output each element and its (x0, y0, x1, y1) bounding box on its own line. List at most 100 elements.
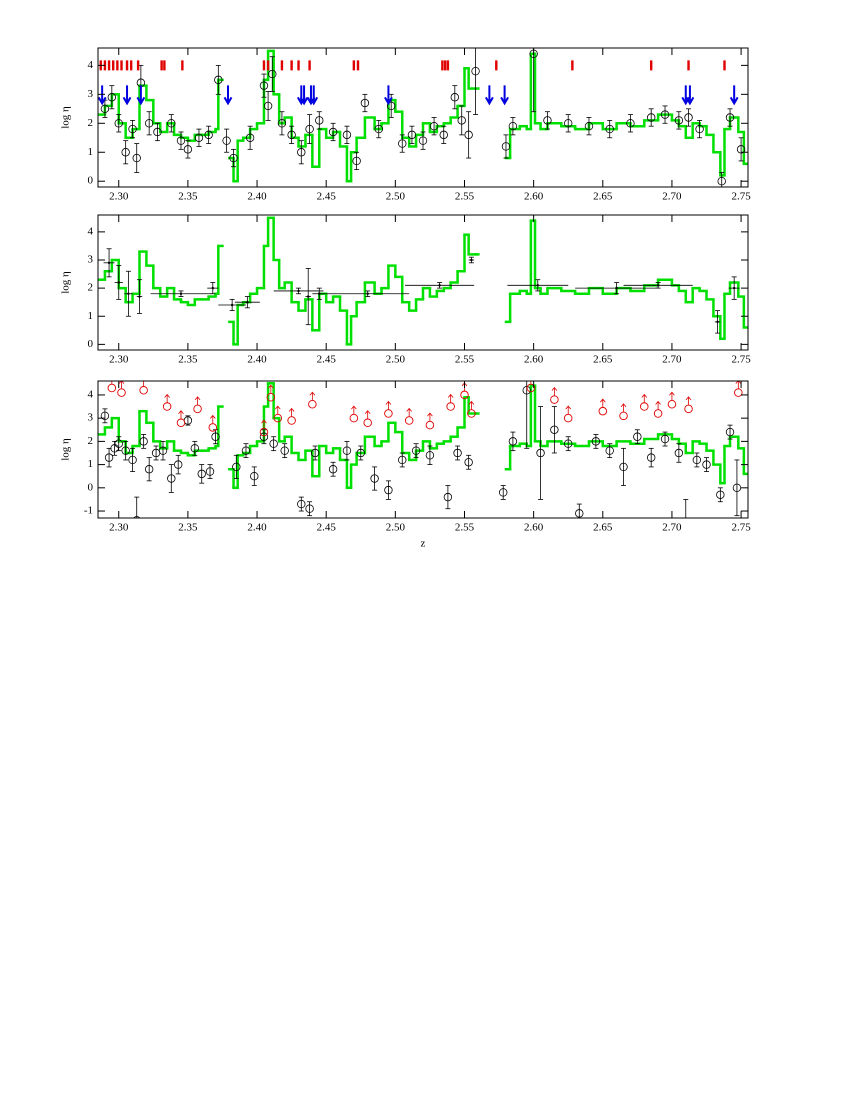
lower-limit (640, 402, 649, 411)
lower-limit (684, 404, 693, 414)
lower-limit (117, 388, 126, 397)
data-point (277, 119, 287, 128)
data-point (204, 130, 213, 140)
limit-arrow (288, 407, 295, 417)
bin-point (318, 292, 321, 295)
arrow (98, 85, 107, 106)
x-tick-label: 2.75 (731, 522, 751, 534)
limit-arrow (406, 407, 412, 417)
y-tick-label: 1 (88, 146, 94, 158)
line-marker (112, 60, 115, 71)
data-point (501, 142, 511, 151)
data-point (114, 119, 123, 128)
data-point (374, 124, 383, 134)
data-point (384, 485, 393, 495)
x-tick-label: 2.40 (247, 522, 267, 534)
data-point (287, 130, 296, 140)
limit-arrow (385, 400, 392, 410)
arrow (309, 85, 319, 106)
data-point (269, 439, 278, 448)
x-tick-label: 2.45 (317, 522, 337, 534)
lower-limit (176, 418, 186, 428)
data-point (190, 444, 200, 453)
line-marker (129, 60, 133, 71)
data-point (114, 439, 123, 448)
data-point (263, 101, 273, 111)
data-point (205, 467, 215, 476)
data-point (222, 136, 231, 145)
line-marker (495, 60, 498, 71)
data-point (591, 437, 601, 446)
lower-limit (734, 388, 743, 397)
data-point (328, 465, 338, 474)
line-marker (571, 60, 574, 71)
lower-limit (550, 395, 559, 404)
limit-arrow (530, 381, 532, 384)
bin-point (732, 286, 736, 290)
line-marker (160, 60, 163, 71)
limit-arrow (140, 381, 147, 387)
data-point (194, 133, 204, 142)
lower-limit (425, 420, 435, 430)
lower-limit (526, 383, 536, 393)
x-tick-label: 2.75 (731, 354, 751, 366)
data-point (453, 448, 462, 458)
x-tick-label: 2.40 (247, 191, 267, 203)
x-tick-label: 2.30 (109, 191, 129, 203)
data-point (508, 437, 518, 446)
arrow (685, 85, 695, 106)
lower-limit (193, 404, 202, 414)
x-tick-label: 2.60 (524, 354, 544, 366)
line-marker (308, 60, 311, 71)
data-point (508, 121, 518, 131)
line-marker (262, 60, 266, 71)
data-point (425, 451, 435, 460)
bin-point (716, 320, 719, 324)
bin-point (438, 284, 441, 287)
data-point (605, 124, 614, 134)
y-axis-label: log η (60, 106, 72, 129)
x-axis-label: z (421, 538, 426, 550)
bin-point (470, 258, 473, 262)
line-marker (136, 60, 140, 71)
plot-area (98, 381, 748, 518)
bin-point (107, 261, 111, 265)
arrow (729, 85, 739, 106)
x-tick-label: 2.65 (593, 354, 613, 366)
bin-point (230, 303, 234, 307)
y-tick-label: 4 (88, 59, 94, 71)
panel: 2.30 2.35 2.40 2.45 2.50 2.55 2.60 2.65 2.70 2.75… (60, 47, 751, 203)
data-point (660, 110, 670, 119)
limit-arrow (641, 393, 648, 403)
line-marker (120, 60, 123, 71)
data-point (386, 101, 396, 111)
y-tick-label: 3 (88, 412, 94, 424)
bin-point (536, 284, 539, 287)
x-tick-label: 2.70 (662, 354, 682, 366)
data-point (443, 492, 453, 502)
line-marker (649, 60, 653, 71)
bin-point (307, 295, 310, 298)
bin-point (127, 292, 130, 295)
data-point (692, 455, 702, 465)
data-point (646, 113, 656, 122)
data-point (305, 124, 314, 134)
data-point (241, 446, 251, 455)
data-point (232, 462, 241, 472)
data-point (564, 439, 573, 448)
y-tick-label: 1 (88, 458, 94, 470)
arrow (223, 85, 233, 106)
limit-arrow (274, 405, 281, 415)
arrow (485, 85, 494, 106)
y-tick-label: 0 (88, 175, 94, 187)
lower-limit (653, 409, 663, 418)
y-tick-label: 0 (88, 338, 94, 350)
data-point (619, 462, 628, 472)
lower-limit (563, 413, 573, 423)
data-point (605, 446, 614, 455)
y-tick-label: 0 (88, 481, 94, 493)
x-tick-label: 2.40 (247, 354, 267, 366)
data-point (174, 460, 183, 469)
lower-limit (308, 399, 317, 409)
